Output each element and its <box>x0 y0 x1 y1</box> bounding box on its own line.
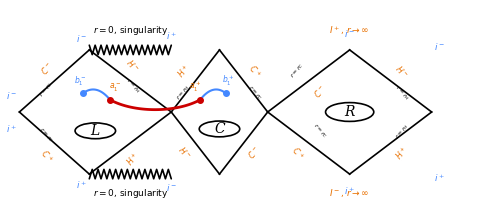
Text: $H^-$: $H^-$ <box>393 63 410 80</box>
Text: $i^+$: $i^+$ <box>166 31 177 42</box>
Text: $a_1^+$: $a_1^+$ <box>189 80 201 94</box>
Text: $r{=}r_H$: $r{=}r_H$ <box>393 83 411 102</box>
Text: $i^-$: $i^-$ <box>166 182 177 193</box>
Text: $b_1^-$: $b_1^-$ <box>74 74 87 88</box>
Text: $r{=}r_H$: $r{=}r_H$ <box>175 83 193 102</box>
Text: $C^-$: $C^-$ <box>38 60 56 77</box>
Text: $i^-$: $i^-$ <box>6 90 17 101</box>
Text: $H^-$: $H^-$ <box>124 56 142 74</box>
Text: $r{=}r_C$: $r{=}r_C$ <box>37 80 56 99</box>
Text: $C^-$: $C^-$ <box>246 144 263 161</box>
Text: $r = 0$, singularity: $r = 0$, singularity <box>92 187 168 200</box>
Text: $b_1^+$: $b_1^+$ <box>222 73 234 88</box>
Text: $i^+$: $i^+$ <box>6 123 17 135</box>
Text: R: R <box>344 105 355 119</box>
Text: $C^+$: $C^+$ <box>38 147 56 165</box>
Text: $I^-$, $r\rightarrow\infty$: $I^-$, $r\rightarrow\infty$ <box>330 187 370 199</box>
Text: $r{=}r_C$: $r{=}r_C$ <box>288 61 306 80</box>
Text: $C^+$: $C^+$ <box>289 144 306 162</box>
Text: $r{=}r_C$: $r{=}r_C$ <box>311 122 329 141</box>
Text: $i^-$: $i^-$ <box>344 28 355 39</box>
Text: $r{=}r_H$: $r{=}r_H$ <box>124 77 143 96</box>
Text: $I^+$, $r\rightarrow\infty$: $I^+$, $r\rightarrow\infty$ <box>330 24 370 37</box>
Text: $C^-$: $C^-$ <box>311 83 328 100</box>
Text: $i^+$: $i^+$ <box>344 185 355 197</box>
Text: L: L <box>91 124 100 138</box>
Text: $i^+$: $i^+$ <box>434 172 445 184</box>
Text: $i^-$: $i^-$ <box>76 33 87 44</box>
Text: $a_1^-$: $a_1^-$ <box>109 82 121 94</box>
Text: $C^+$: $C^+$ <box>246 62 263 80</box>
Text: $r{=}r_C$: $r{=}r_C$ <box>246 83 264 102</box>
Text: $H^+$: $H^+$ <box>175 62 193 80</box>
Text: $i^-$: $i^-$ <box>434 41 445 52</box>
Text: $H^-$: $H^-$ <box>176 144 193 161</box>
Text: C: C <box>214 122 225 136</box>
Text: $r{=}r_C$: $r{=}r_C$ <box>37 125 56 144</box>
Text: $H^+$: $H^+$ <box>124 150 142 168</box>
Text: $i^+$: $i^+$ <box>76 180 87 192</box>
Text: $r{=}r_H$: $r{=}r_H$ <box>393 122 411 141</box>
Text: $H^+$: $H^+$ <box>393 144 411 162</box>
Text: $r = 0$, singularity: $r = 0$, singularity <box>92 24 168 37</box>
